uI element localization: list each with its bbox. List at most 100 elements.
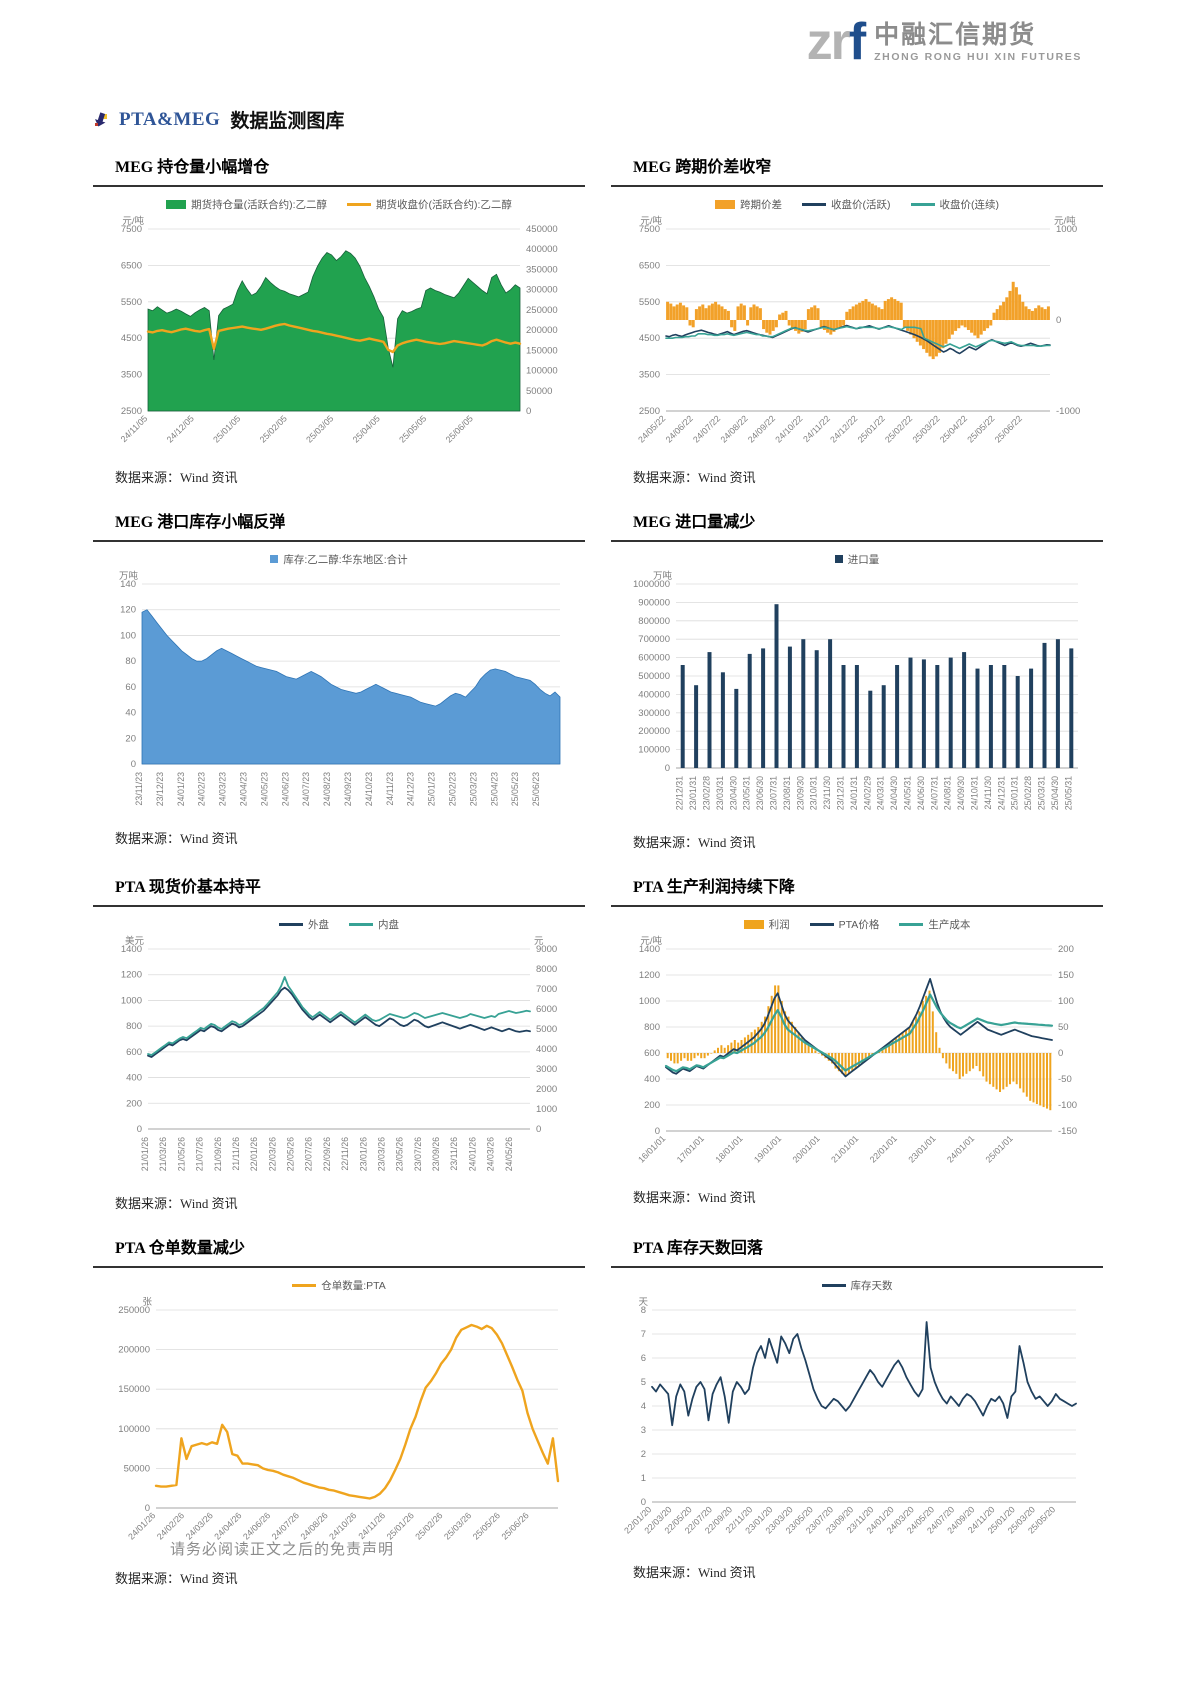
svg-text:3500: 3500 [639,370,660,381]
chart-legend: 期货持仓量(活跃合约):乙二醇 期货收盘价(活跃合约):乙二醇 [93,195,585,213]
logo-names: 中融汇信期货 ZHONG RONG HUI XIN FUTURES [874,22,1082,63]
section-title-en: PTA&MEG [119,108,221,130]
svg-text:24/10/26: 24/10/26 [327,1510,358,1541]
legend-item: 仓单数量:PTA [292,1278,386,1293]
svg-text:4500: 4500 [639,333,660,344]
svg-text:24/05/26: 24/05/26 [504,1137,514,1171]
svg-text:24/10/31: 24/10/31 [970,776,980,810]
svg-text:900000: 900000 [638,597,670,608]
svg-text:700000: 700000 [638,634,670,645]
chart-box: 进口量 1000000 900000 800000 700000 600000 50000… [611,540,1103,830]
svg-text:600: 600 [126,1047,142,1058]
svg-text:25/04/30: 25/04/30 [1050,776,1060,810]
chart-canvas-pta-warrants: 250000200000150000100000500000张24/01/262… [118,1297,560,1542]
svg-text:21/09/26: 21/09/26 [213,1137,223,1171]
svg-text:200: 200 [126,1098,142,1109]
svg-text:24/09/22: 24/09/22 [746,413,777,444]
legend-label: 生产成本 [928,918,971,931]
svg-text:24/07/22: 24/07/22 [691,413,722,444]
svg-text:23/04/30: 23/04/30 [728,776,738,810]
svg-text:100: 100 [120,630,136,641]
chart-legend: 仓单数量:PTA [93,1276,585,1294]
svg-text:25/05/22: 25/05/22 [965,413,996,444]
company-logo: zrf 中融汇信期货 ZHONG RONG HUI XIN FUTURES [807,16,1082,68]
legend-marker-icon [899,922,924,926]
svg-text:23/07/26: 23/07/26 [413,1137,423,1171]
legend-label: 收盘价(活跃) [831,198,891,211]
legend-label: 仓单数量:PTA [321,1279,386,1292]
svg-text:17/01/01: 17/01/01 [675,1133,706,1164]
svg-text:天: 天 [638,1297,648,1308]
svg-text:25/03/22: 25/03/22 [910,413,941,444]
chart-title: MEG 进口量减少 [633,514,756,531]
svg-text:25/04/05: 25/04/05 [351,413,382,444]
svg-text:24/01/26: 24/01/26 [126,1510,157,1541]
svg-text:24/04/23: 24/04/23 [239,772,249,806]
svg-text:24/10/23: 24/10/23 [364,772,374,806]
svg-text:23/01/01: 23/01/01 [906,1133,937,1164]
svg-text:80: 80 [125,656,136,667]
svg-text:24/04/30: 24/04/30 [889,776,899,810]
svg-text:200000: 200000 [638,726,670,737]
svg-text:元/吨: 元/吨 [640,935,662,947]
svg-text:0: 0 [131,759,136,770]
svg-text:120: 120 [120,605,136,616]
chart-card-pta-profit: PTA 生产利润持续下降 利润 PTA价格 生产成本 1400 1200 1000 800… [611,863,1103,1218]
legend-item: PTA价格 [809,917,880,932]
svg-text:150: 150 [1058,970,1074,981]
svg-text:24/03/31: 24/03/31 [876,776,886,810]
svg-text:24/05/22: 24/05/22 [636,413,667,444]
svg-text:-1000: -1000 [1056,406,1080,417]
legend-marker-icon [715,199,735,209]
svg-text:25/03/31: 25/03/31 [1037,776,1047,810]
svg-text:500000: 500000 [638,671,670,682]
svg-text:万吨: 万吨 [119,570,139,582]
svg-text:25/03/26: 25/03/26 [442,1510,473,1541]
svg-text:1: 1 [641,1473,646,1484]
svg-text:25/01/22: 25/01/22 [856,413,887,444]
legend-item: 利润 [743,917,790,932]
svg-text:3500: 3500 [121,370,142,381]
svg-text:24/05/23: 24/05/23 [259,772,269,806]
svg-text:2500: 2500 [639,406,660,417]
chart-box: 仓单数量:PTA 250000 200000 150000 100000 50000 0 张… [93,1266,585,1566]
legend-label: 期货持仓量(活跃合约):乙二醇 [191,198,327,211]
chart-card-meg-spread: MEG 跨期价差收窄 跨期价差 收盘价(活跃) 收盘价(连续) 7500 6500 55… [611,143,1103,492]
svg-text:24/08/22: 24/08/22 [718,413,749,444]
legend-label: PTA价格 [838,918,880,931]
svg-text:24/06/30: 24/06/30 [916,776,926,810]
svg-text:24/07/23: 24/07/23 [301,772,311,806]
svg-text:23/03/31: 23/03/31 [715,776,725,810]
legend-label: 外盘 [308,918,329,931]
section-title-cn: 数据监测图库 [230,111,345,132]
svg-text:24/08/23: 24/08/23 [322,772,332,806]
svg-text:23/11/23: 23/11/23 [134,772,144,806]
svg-text:23/09/30: 23/09/30 [795,776,805,810]
svg-text:24/09/30: 24/09/30 [956,776,966,810]
svg-text:元/吨: 元/吨 [640,215,662,227]
svg-text:20/01/01: 20/01/01 [791,1133,822,1164]
svg-text:50000: 50000 [124,1463,150,1474]
svg-text:23/12/23: 23/12/23 [155,772,165,806]
legend-item: 跨期价差 [715,197,782,212]
svg-text:24/07/31: 24/07/31 [929,776,939,810]
svg-text:0: 0 [1058,1048,1063,1059]
svg-text:25/02/22: 25/02/22 [883,413,914,444]
svg-text:23/10/31: 23/10/31 [809,776,819,810]
svg-text:250000: 250000 [118,1305,150,1316]
chart-box: 期货持仓量(活跃合约):乙二醇 期货收盘价(活跃合约):乙二醇 7500 6500 5… [93,185,585,465]
svg-text:23/09/26: 23/09/26 [431,1137,441,1171]
svg-text:25/02/05: 25/02/05 [258,413,289,444]
svg-text:150000: 150000 [118,1384,150,1395]
svg-text:2000: 2000 [536,1084,557,1095]
svg-text:24/01/31: 24/01/31 [849,776,859,810]
svg-text:22/09/26: 22/09/26 [322,1137,332,1171]
svg-text:800000: 800000 [638,616,670,627]
legend-marker-icon [910,202,935,206]
chart-canvas-pta-inventory-days: 876543210天22/01/2022/03/2022/05/2022/07/… [622,1297,1077,1536]
svg-text:22/12/31: 22/12/31 [675,776,685,810]
svg-text:7: 7 [641,1329,646,1340]
svg-text:100000: 100000 [526,366,558,377]
svg-text:6500: 6500 [121,260,142,271]
svg-text:23/08/31: 23/08/31 [782,776,792,810]
